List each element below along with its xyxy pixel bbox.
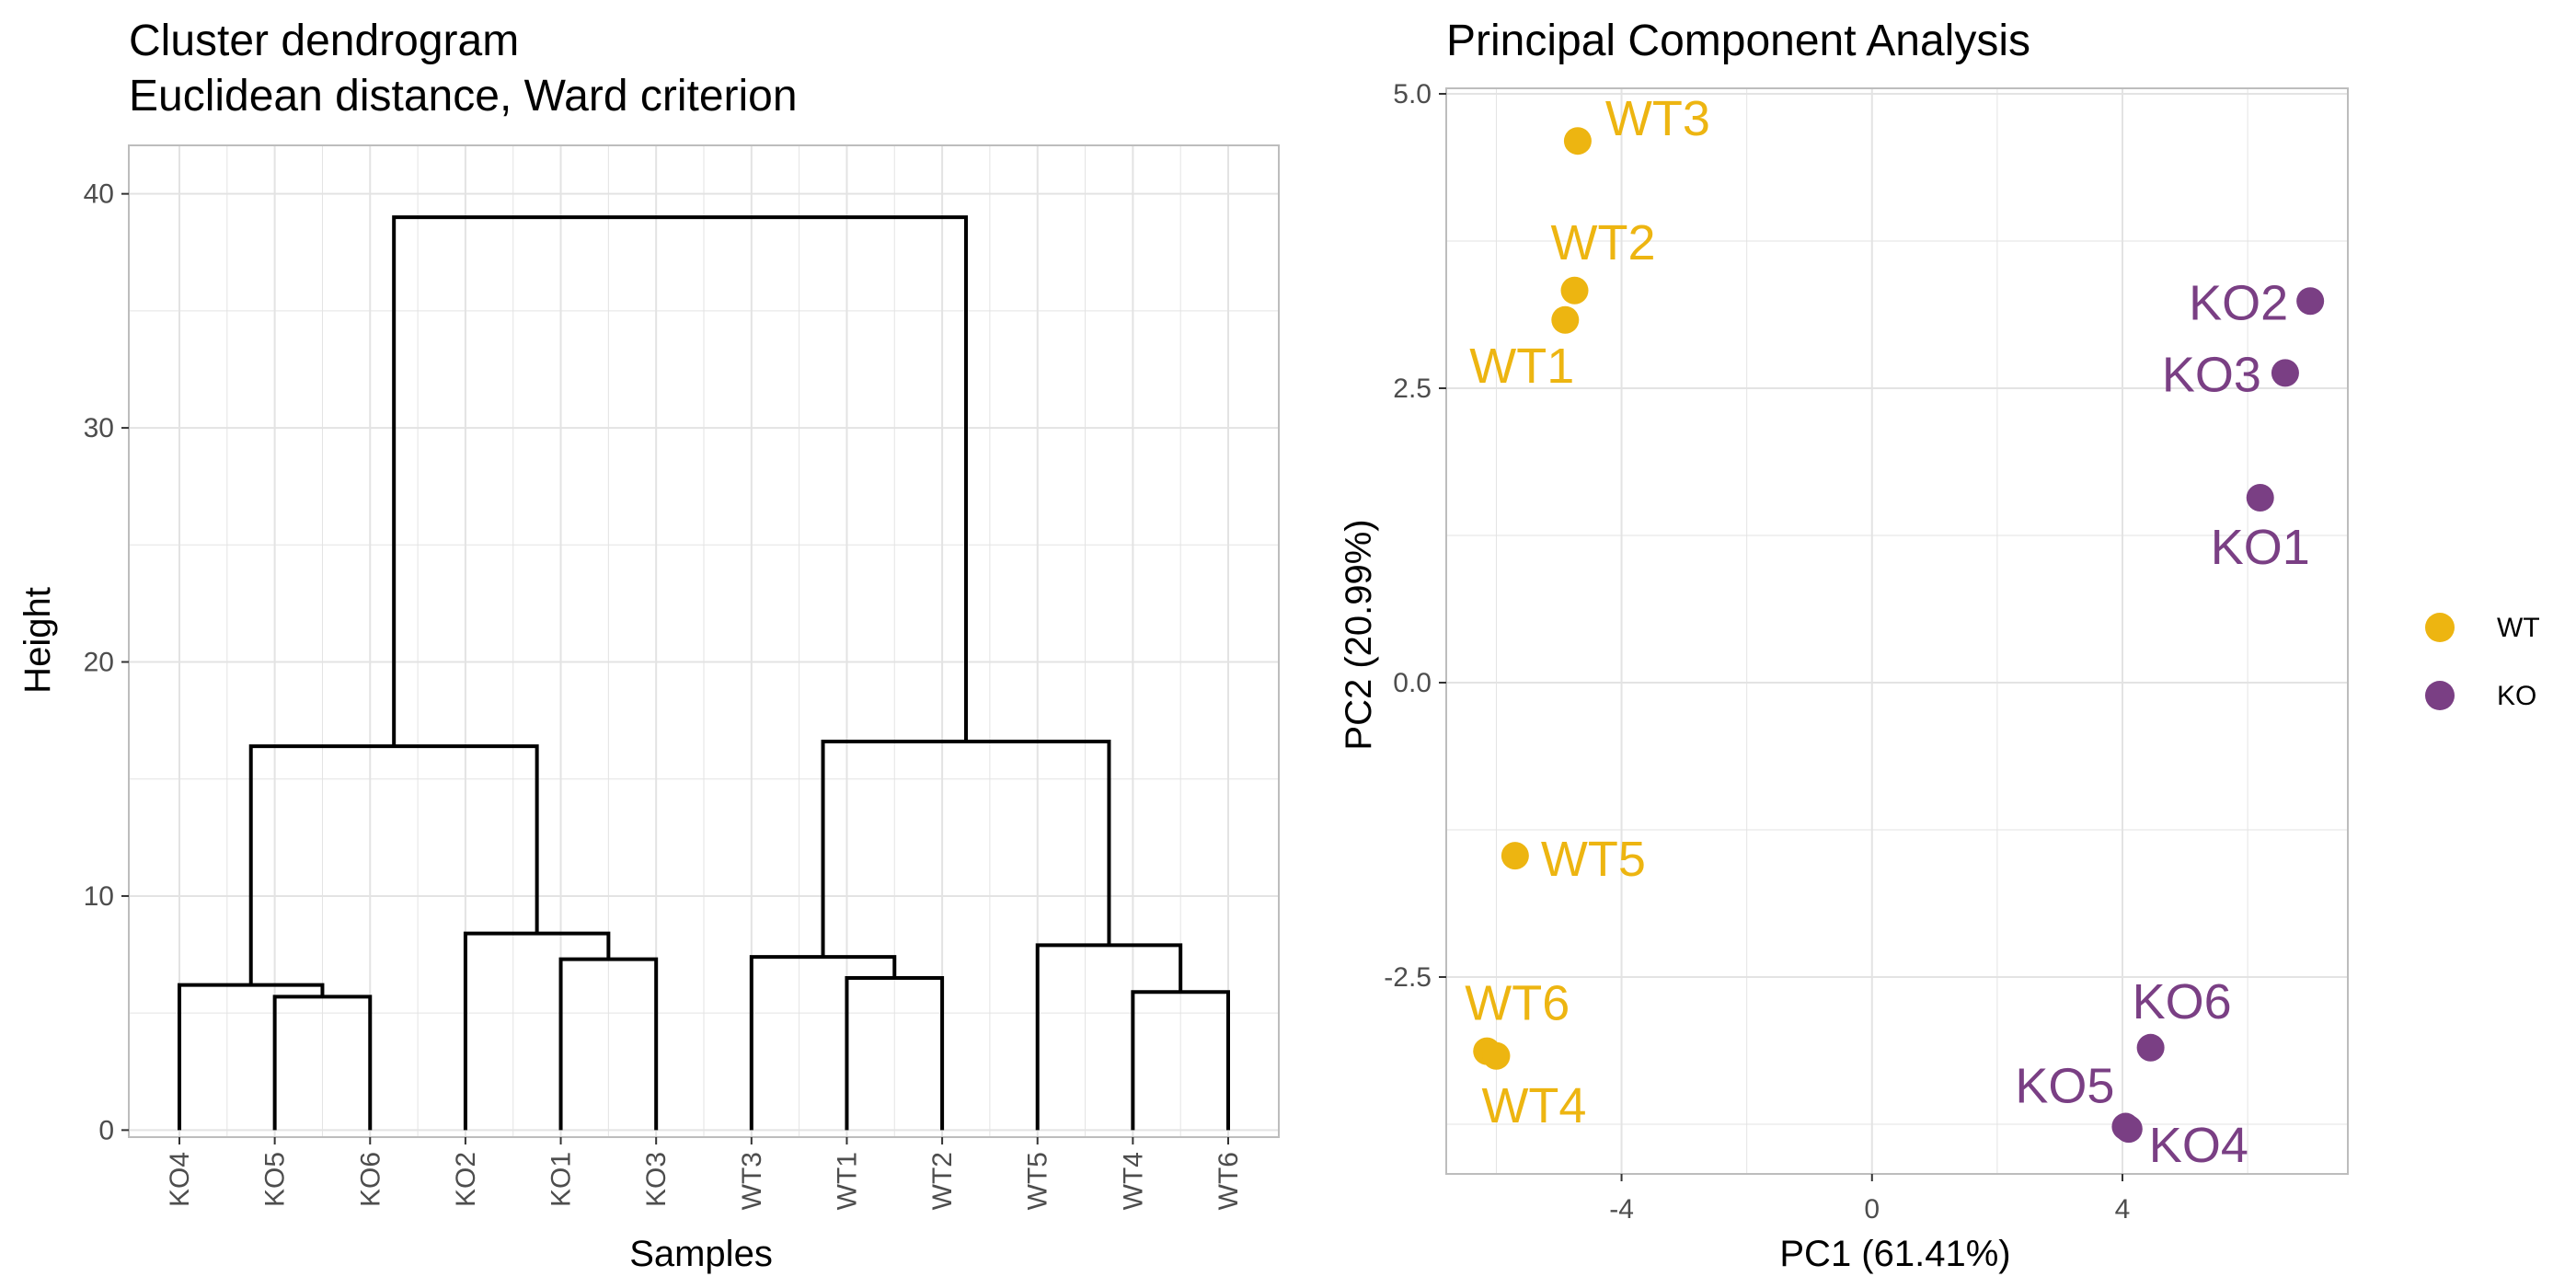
dendrogram-branch <box>1035 943 1183 1131</box>
pca-points <box>1473 127 2325 1144</box>
pca-point-label-wt6: WT6 <box>1465 976 1570 1031</box>
pca-point-label-ko4: KO4 <box>2149 1118 2248 1173</box>
pca-title: Principal Component Analysis <box>1446 17 2030 65</box>
y-tick-label: 5.0 <box>1393 79 1432 109</box>
pca-point-wt4 <box>1482 1041 1511 1070</box>
dendrogram-y-ticks: 0 10 20 30 40 <box>84 179 129 1145</box>
dendrogram-x-axis-title: Samples <box>629 1234 773 1274</box>
pca-point-ko1 <box>2246 484 2274 512</box>
leaf-label-wt5: WT5 <box>1023 1152 1053 1210</box>
x-tick-label: 4 <box>2115 1194 2131 1225</box>
leaf-label-ko1: KO1 <box>546 1152 577 1207</box>
y-tick-label: 10 <box>84 881 114 912</box>
dendrogram-branch <box>248 744 539 985</box>
pca-point-ko3 <box>2271 359 2299 387</box>
dendrogram-branch <box>392 215 968 747</box>
pca-point-ko2 <box>2296 287 2325 316</box>
dendrogram-branch <box>558 957 659 1131</box>
leaf-label-ko3: KO3 <box>641 1152 672 1207</box>
pca-point-wt5 <box>1501 842 1529 870</box>
pca-point-ko4 <box>2114 1115 2143 1144</box>
leaf-label-wt6: WT6 <box>1213 1152 1244 1210</box>
dendrogram-panel-border <box>128 144 1280 1138</box>
x-tick-label: -4 <box>1609 1194 1634 1225</box>
pca-point-label-wt2: WT2 <box>1551 215 1656 270</box>
pca-grid <box>1446 88 2348 1174</box>
legend-key-wt <box>2425 613 2455 642</box>
pca-panel: Principal Component Analysis WT3WT2WT1WT… <box>1339 17 2349 1274</box>
pca-point-wt2 <box>1560 276 1589 305</box>
leaf-label-wt3: WT3 <box>737 1152 767 1210</box>
y-tick-label: 40 <box>84 179 114 210</box>
y-tick-label: 20 <box>84 648 114 678</box>
y-tick-label: -2.5 <box>1384 962 1432 993</box>
pca-point-ko6 <box>2136 1033 2165 1062</box>
pca-y-axis-title: PC2 (20.99%) <box>1339 519 1379 750</box>
dendrogram-branch <box>463 931 611 1131</box>
leaf-label-ko6: KO6 <box>355 1152 385 1207</box>
pca-y-ticks: -2.5 0.0 2.5 5.0 <box>1384 79 1446 993</box>
pca-x-ticks: -4 0 4 <box>1609 1174 2130 1225</box>
dendrogram-subtitle: Euclidean distance, Ward criterion <box>129 72 798 121</box>
pca-point-wt1 <box>1551 305 1580 334</box>
leaf-label-wt2: WT2 <box>927 1152 958 1210</box>
dendrogram-y-axis-title: Height <box>17 587 58 694</box>
pca-point-label-wt5: WT5 <box>1541 832 1646 887</box>
leaf-label-wt1: WT1 <box>832 1152 862 1210</box>
pca-point-label-wt3: WT3 <box>1605 91 1710 146</box>
legend-label-ko: KO <box>2497 681 2536 711</box>
dendrogram-grid <box>129 145 1279 1137</box>
pca-point-wt3 <box>1563 127 1592 155</box>
leaf-label-ko5: KO5 <box>260 1152 291 1207</box>
pca-point-label-ko1: KO1 <box>2211 520 2310 575</box>
y-tick-label: 2.5 <box>1393 374 1432 404</box>
leaf-label-ko4: KO4 <box>165 1152 195 1207</box>
y-tick-label: 0 <box>98 1115 114 1145</box>
pca-point-label-wt1: WT1 <box>1469 339 1574 394</box>
dendrogram-branch <box>821 740 1111 958</box>
pca-legend: WT KO <box>2425 613 2540 711</box>
pca-point-labels: WT3 WT2 WT1 WT5 WT6 WT4 KO2 KO3 KO1 KO6 KO5 KO4 <box>1465 91 2310 1173</box>
dendrogram-branch <box>1131 990 1230 1131</box>
pca-point-label-ko6: KO6 <box>2133 974 2232 1029</box>
dendrogram-branch <box>178 983 325 1131</box>
dendrogram-branch <box>749 955 897 1131</box>
y-tick-label: 0.0 <box>1393 668 1432 698</box>
dendrogram-branches <box>178 215 1230 1131</box>
pca-point-label-wt4: WT4 <box>1481 1078 1586 1133</box>
dendrogram-title: Cluster dendrogram <box>129 17 519 65</box>
x-tick-label: 0 <box>1864 1194 1880 1225</box>
dendrogram-panel: Cluster dendrogram Euclidean distance, W… <box>17 17 1280 1274</box>
legend-label-wt: WT <box>2497 613 2540 643</box>
dendrogram-leaf-labels: KO4 KO5 KO6 KO2 KO1 KO3 WT3 WT1 WT2 WT5 WT4 WT6 <box>165 1137 1244 1210</box>
pca-point-label-ko3: KO3 <box>2162 347 2261 402</box>
pca-point-label-ko5: KO5 <box>2015 1059 2114 1114</box>
pca-x-axis-title: PC1 (61.41%) <box>1779 1234 2010 1274</box>
y-tick-label: 30 <box>84 413 114 443</box>
legend-key-ko <box>2425 681 2455 710</box>
pca-point-label-ko2: KO2 <box>2189 275 2288 330</box>
leaf-label-ko2: KO2 <box>451 1152 481 1207</box>
pca-panel-border <box>1445 87 2349 1175</box>
leaf-label-wt4: WT4 <box>1118 1152 1148 1210</box>
